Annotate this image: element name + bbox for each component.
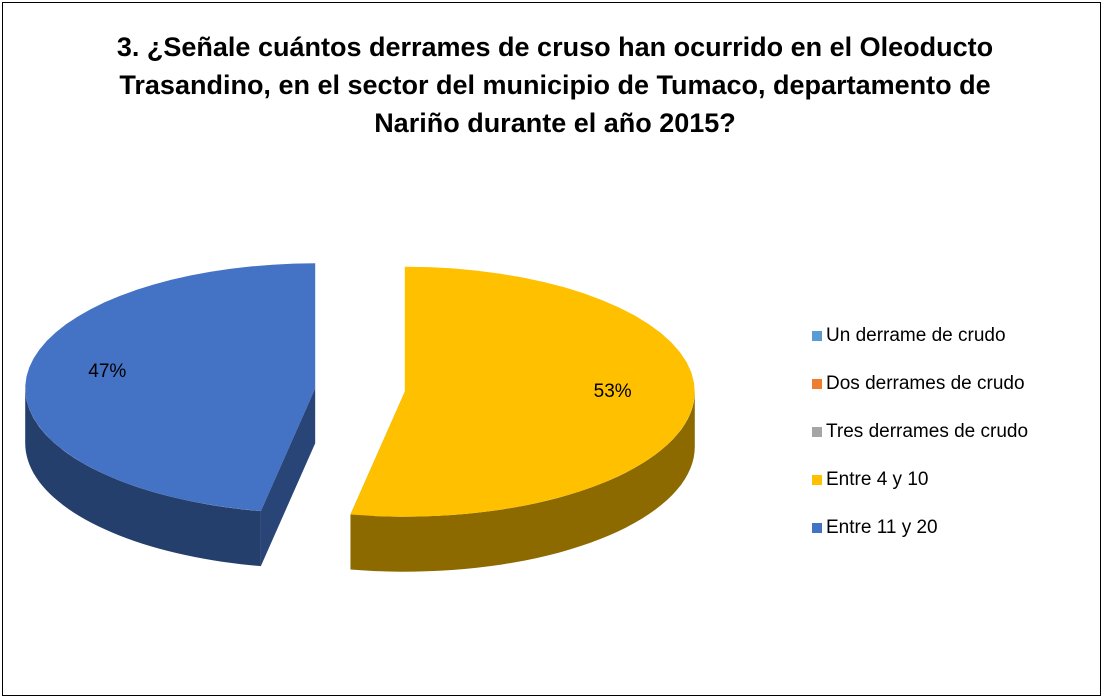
slice-side [350,391,695,572]
legend-swatch [812,523,822,533]
slice-cut-face [260,388,316,567]
legend-swatch [812,475,822,485]
legend-label: Dos derrames de crudo [826,373,1025,394]
legend-swatch [812,379,822,389]
legend-swatch [812,427,822,437]
data-label: 47% [88,361,126,382]
legend-label: Tres derrames de crudo [826,421,1028,442]
data-label: 53% [594,381,632,402]
legend-swatch [812,331,822,341]
slice [350,266,695,517]
slice-side [25,388,261,567]
legend-label: Entre 11 y 20 [826,517,938,538]
legend-label: Un derrame de crudo [826,325,1006,346]
slice [25,263,316,512]
chart-title: 3. ¿Señale cuántos derrames de cruso han… [116,32,994,138]
legend-label: Entre 4 y 10 [826,469,928,490]
